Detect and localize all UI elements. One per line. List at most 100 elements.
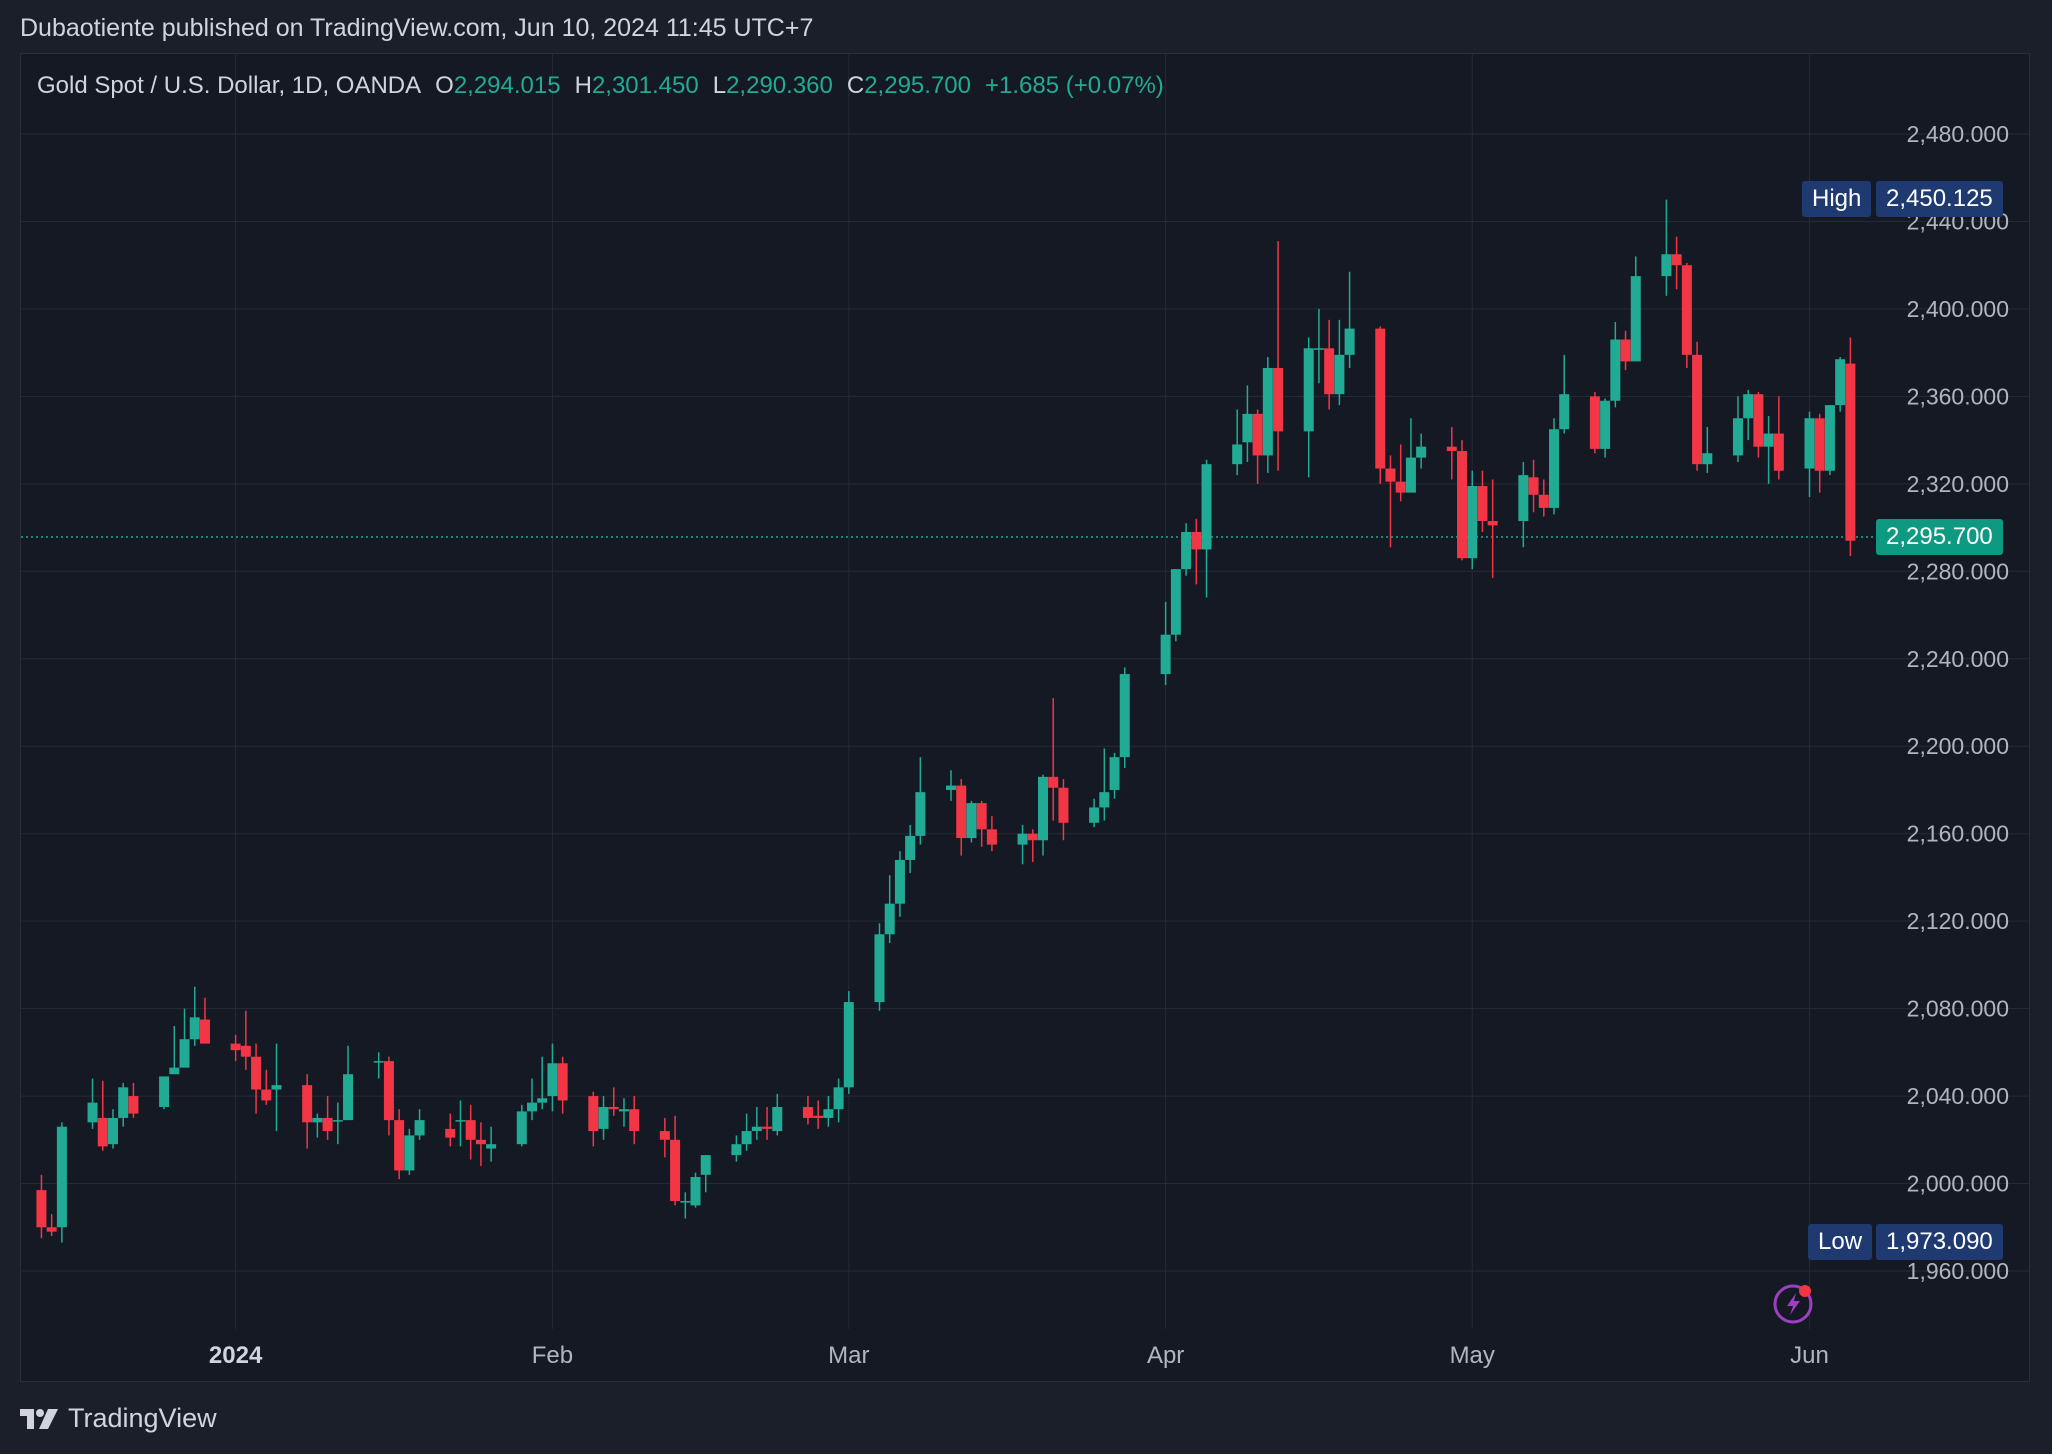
candle bbox=[1242, 385, 1253, 462]
candle-body bbox=[1692, 354, 1703, 465]
candle bbox=[1692, 341, 1703, 471]
candle-body bbox=[1467, 486, 1478, 559]
candle-body bbox=[1232, 444, 1243, 465]
candle bbox=[772, 1093, 783, 1136]
candle bbox=[1814, 413, 1825, 493]
candle-body bbox=[1824, 405, 1835, 471]
symbol-legend: Gold Spot / U.S. Dollar, 1D, OANDA O2,294… bbox=[37, 72, 1164, 100]
x-tick-label: May bbox=[1450, 1342, 1495, 1369]
y-tick-label: 2,360.000 bbox=[1907, 383, 2009, 409]
candle bbox=[56, 1122, 67, 1243]
candle-body bbox=[1027, 833, 1038, 841]
candle-body bbox=[1753, 394, 1764, 447]
candle bbox=[1630, 256, 1641, 362]
candle bbox=[251, 1043, 262, 1114]
candle bbox=[1835, 357, 1846, 412]
candlestick-chart[interactable]: 2,480.0002,440.0002,400.0002,360.0002,32… bbox=[21, 54, 2030, 1382]
candle-body bbox=[169, 1067, 180, 1075]
candle-body bbox=[404, 1135, 415, 1171]
candle-body bbox=[527, 1102, 537, 1112]
candle bbox=[230, 1034, 241, 1062]
candle bbox=[874, 923, 885, 1011]
publish-caption: Dubaotiente published on TradingView.com… bbox=[20, 14, 814, 42]
candle bbox=[46, 1214, 57, 1237]
candle-body bbox=[97, 1117, 108, 1147]
candle bbox=[894, 851, 905, 917]
candle bbox=[1324, 319, 1335, 410]
candle-body bbox=[312, 1117, 323, 1123]
candle-body bbox=[557, 1063, 568, 1101]
candle-body bbox=[1630, 276, 1641, 362]
candle-body bbox=[1538, 494, 1549, 508]
candle bbox=[608, 1087, 619, 1116]
candle-body bbox=[414, 1120, 425, 1136]
candle-body bbox=[680, 1201, 691, 1203]
y-tick-label: 2,320.000 bbox=[1907, 471, 2009, 497]
candle-body bbox=[373, 1061, 384, 1063]
candle-body bbox=[251, 1056, 262, 1090]
candle bbox=[680, 1192, 691, 1219]
candle bbox=[976, 800, 987, 847]
symbol-name[interactable]: Gold Spot / U.S. Dollar, 1D, OANDA bbox=[37, 72, 422, 99]
tradingview-brand[interactable]: TradingView bbox=[20, 1403, 217, 1434]
candle bbox=[271, 1043, 282, 1132]
low-value-badge: 1,973.090 bbox=[1876, 1224, 2003, 1261]
candle bbox=[670, 1115, 681, 1206]
candle-body bbox=[199, 1019, 210, 1044]
candle-body bbox=[343, 1074, 354, 1121]
high-label-badge: High bbox=[1802, 181, 1872, 218]
candle-body bbox=[1743, 394, 1754, 419]
candle bbox=[618, 1098, 629, 1127]
candle-body bbox=[813, 1115, 824, 1118]
candle bbox=[1252, 409, 1263, 484]
candle-body bbox=[1518, 475, 1529, 522]
candle bbox=[915, 757, 926, 845]
close-label: C bbox=[846, 72, 865, 99]
candle-body bbox=[700, 1155, 711, 1175]
candle-body bbox=[1661, 254, 1672, 277]
candle-body bbox=[1119, 674, 1130, 758]
candle-body bbox=[1405, 457, 1416, 493]
x-tick-label: Jun bbox=[1790, 1342, 1829, 1369]
candle-body bbox=[1313, 348, 1324, 350]
candle-body bbox=[383, 1061, 394, 1121]
candle-body bbox=[751, 1126, 762, 1132]
candle bbox=[414, 1109, 425, 1140]
candle-body bbox=[455, 1120, 466, 1122]
chart-panel[interactable]: 2,480.000 2,440.000 2,400.000 2,360.000 2,32… bbox=[20, 53, 2030, 1382]
candle-body bbox=[189, 1017, 200, 1040]
candle-body bbox=[629, 1109, 640, 1132]
candle bbox=[1457, 440, 1468, 561]
candle bbox=[741, 1113, 752, 1151]
candle bbox=[1405, 418, 1416, 493]
candle-body bbox=[332, 1120, 343, 1122]
candle-body bbox=[240, 1045, 251, 1057]
candle-body bbox=[1845, 363, 1856, 541]
candle bbox=[343, 1045, 354, 1121]
candle bbox=[118, 1082, 129, 1127]
y-tick-label: 2,400.000 bbox=[1907, 296, 2009, 322]
lightning-bolt-icon[interactable] bbox=[1772, 1281, 1816, 1325]
candle bbox=[1824, 405, 1835, 476]
y-tick-label: 2,000.000 bbox=[1907, 1171, 2009, 1197]
candle bbox=[1671, 236, 1682, 290]
candle bbox=[1487, 479, 1498, 578]
low-value: 2,290.360 bbox=[726, 72, 833, 99]
candle bbox=[159, 1076, 170, 1110]
last-price-badge[interactable]: 2,295.700 bbox=[1876, 518, 2003, 555]
candle bbox=[87, 1078, 98, 1129]
candle bbox=[1058, 779, 1069, 841]
candle-body bbox=[802, 1107, 813, 1118]
candle-body bbox=[986, 829, 997, 845]
y-tick-label: 1,960.000 bbox=[1907, 1258, 2009, 1284]
candle bbox=[332, 1102, 343, 1145]
candle-body bbox=[302, 1085, 313, 1123]
candle bbox=[537, 1056, 548, 1110]
candle-body bbox=[690, 1176, 701, 1206]
candle-body bbox=[179, 1039, 190, 1068]
candle-body bbox=[1763, 433, 1774, 447]
candle-body bbox=[1048, 776, 1059, 788]
candle-body bbox=[1528, 477, 1539, 495]
candle bbox=[527, 1078, 537, 1121]
x-tick-label: Mar bbox=[828, 1342, 869, 1369]
